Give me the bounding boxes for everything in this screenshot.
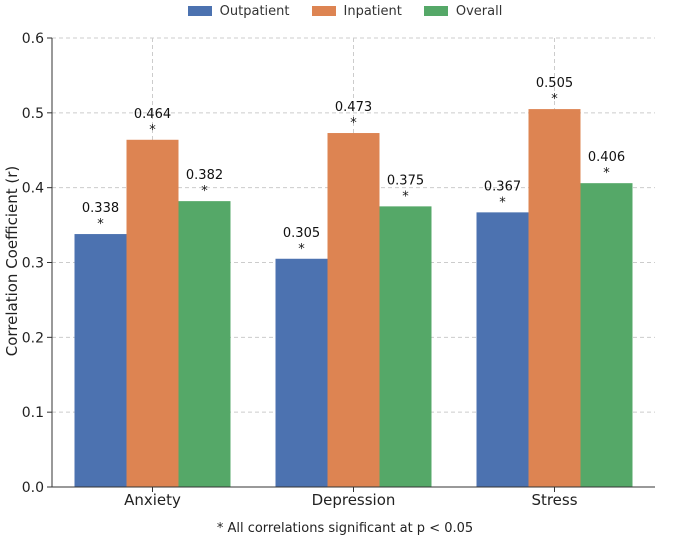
significance-marker: * bbox=[350, 116, 357, 131]
significance-marker: * bbox=[298, 242, 305, 257]
data-label: 0.382 bbox=[186, 168, 223, 183]
data-label: 0.473 bbox=[335, 100, 372, 115]
legend-item-inpatient: Inpatient bbox=[311, 1, 402, 21]
bar-overall-stress bbox=[580, 183, 633, 487]
legend-item-overall: Overall bbox=[423, 1, 503, 21]
data-label: 0.305 bbox=[283, 226, 320, 241]
y-tick-label: 0.2 bbox=[22, 330, 44, 346]
legend-item-outpatient: Outpatient bbox=[187, 1, 290, 21]
bar-overall-anxiety bbox=[178, 201, 231, 488]
legend-label-inpatient: Inpatient bbox=[343, 3, 402, 19]
y-tick-label: 0.0 bbox=[22, 480, 44, 496]
x-tick-label: Depression bbox=[312, 491, 396, 509]
y-tick-label: 0.1 bbox=[22, 405, 44, 421]
data-label: 0.367 bbox=[484, 179, 521, 194]
data-label: 0.406 bbox=[588, 150, 625, 165]
legend-swatch-outpatient bbox=[187, 6, 212, 16]
bar-outpatient-stress bbox=[476, 212, 529, 487]
y-tick-label: 0.4 bbox=[22, 181, 44, 197]
data-label: 0.464 bbox=[134, 107, 171, 122]
data-label: 0.375 bbox=[387, 173, 424, 188]
y-tick-label: 0.3 bbox=[22, 256, 44, 272]
bar-inpatient-depression bbox=[327, 133, 380, 487]
bar-inpatient-stress bbox=[528, 109, 581, 487]
legend-label-outpatient: Outpatient bbox=[219, 3, 290, 19]
significance-marker: * bbox=[603, 166, 610, 181]
y-tick-label: 0.5 bbox=[22, 106, 44, 122]
footnote: * All correlations significant at p < 0.… bbox=[216, 521, 474, 536]
bar-overall-depression bbox=[379, 206, 432, 487]
x-tick-label: Stress bbox=[531, 491, 577, 509]
significance-marker: * bbox=[499, 195, 506, 210]
legend-swatch-inpatient bbox=[311, 6, 336, 16]
significance-marker: * bbox=[402, 189, 409, 204]
significance-marker: * bbox=[149, 123, 156, 138]
x-tick-label: Anxiety bbox=[124, 491, 181, 509]
significance-marker: * bbox=[201, 184, 208, 199]
y-tick-label: 0.6 bbox=[22, 31, 44, 47]
legend-label-overall: Overall bbox=[455, 3, 503, 19]
bar-outpatient-anxiety bbox=[74, 234, 127, 487]
significance-marker: * bbox=[97, 217, 104, 232]
data-label: 0.338 bbox=[82, 201, 119, 216]
bar-outpatient-depression bbox=[275, 258, 328, 487]
significance-marker: * bbox=[551, 92, 558, 107]
bar-inpatient-anxiety bbox=[126, 139, 179, 488]
legend-swatch-overall bbox=[423, 6, 448, 16]
legend: Outpatient Inpatient Overall bbox=[0, 1, 690, 21]
data-label: 0.505 bbox=[536, 76, 573, 91]
